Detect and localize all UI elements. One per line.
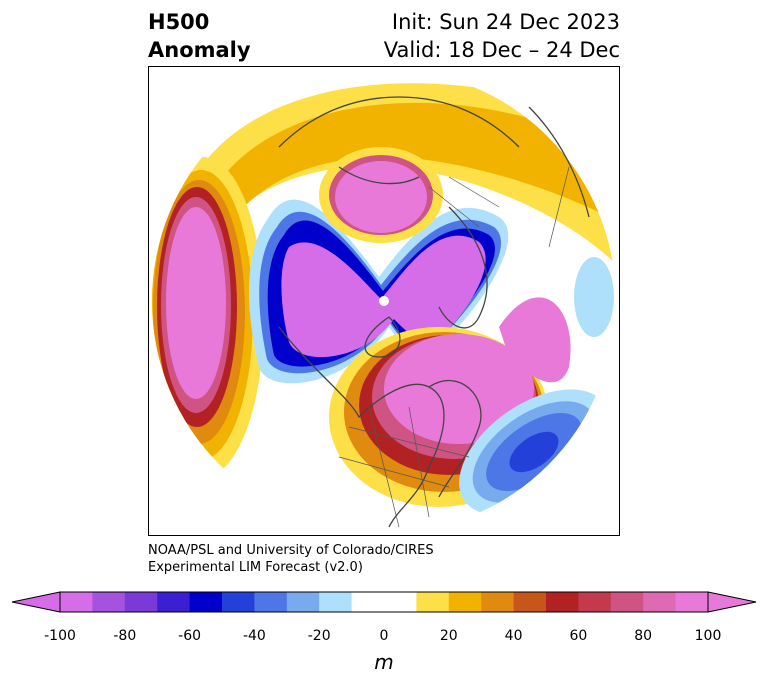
credit-line-1: NOAA/PSL and University of Colorado/CIRE…: [148, 543, 434, 558]
colorbar-tick-label: -20: [307, 628, 331, 644]
colorbar-tick-label: 20: [439, 628, 458, 644]
colorbar-segment: [448, 592, 482, 612]
colorbar-segment: [513, 592, 547, 612]
colorbar-segment: [189, 592, 223, 612]
colorbar-segments: [60, 592, 709, 612]
colorbar-segment: [124, 592, 158, 612]
colorbar: [11, 591, 757, 613]
title-right: Init: Sun 24 Dec 2023 Valid: 18 Dec – 24…: [384, 8, 620, 64]
colorbar-tick-label: 100: [694, 628, 722, 644]
colorbar-segment: [60, 592, 93, 612]
title-variable: H500: [148, 10, 210, 34]
colorbar-segment: [384, 592, 417, 612]
atl-neg-core: [509, 431, 559, 473]
colorbar-segment: [546, 592, 579, 612]
colorbar-extend-max: [707, 591, 757, 613]
colorbar-segment: [319, 592, 353, 612]
coastline-east: [528, 106, 590, 218]
colorbar-segment: [351, 592, 385, 612]
positive-band-north-inner: [209, 102, 609, 238]
title-field: Anomaly: [148, 38, 251, 62]
coastline-us-east: [428, 380, 482, 498]
colorbar-segment: [578, 592, 612, 612]
west-lobe-core: [166, 207, 226, 399]
credit: NOAA/PSL and University of Colorado/CIRE…: [148, 542, 434, 576]
colorbar-segment: [222, 592, 255, 612]
colorbar-segment: [157, 592, 191, 612]
colorbar-tick-label: 80: [634, 628, 653, 644]
coastline-north-america: [278, 326, 445, 528]
init-date: Init: Sun 24 Dec 2023: [391, 10, 620, 34]
colorbar-tick-label: -100: [44, 628, 76, 644]
na-lobe-core: [384, 334, 534, 444]
colorbar-tick-label: 0: [379, 628, 389, 644]
eurasia-borders: [428, 166, 570, 248]
anomaly-field: [152, 69, 616, 533]
coastlines: [278, 96, 590, 528]
valid-range: Valid: 18 Dec – 24 Dec: [383, 38, 620, 62]
colorbar-segment: [675, 592, 709, 612]
colorbar-segment: [254, 592, 288, 612]
colorbar-tick-label: -80: [113, 628, 137, 644]
coastline-europe: [438, 206, 488, 329]
colorbar-tick-label: -60: [178, 628, 202, 644]
colorbar-segment: [92, 592, 126, 612]
borders: [338, 166, 570, 528]
colorbar-segment: [286, 592, 320, 612]
atlantic-lobe: [499, 297, 571, 383]
colorbar-segment: [416, 592, 450, 612]
us-state-borders: [338, 406, 470, 528]
colorbar-ticks: -100 -80 -60 -40 -20 0 20 40 60 80 100: [0, 628, 768, 648]
arctic-positive-core: [335, 161, 427, 233]
colorbar-unit: m: [374, 650, 394, 674]
colorbar-tick-label: 60: [569, 628, 588, 644]
credit-line-2: Experimental LIM Forecast (v2.0): [148, 560, 363, 575]
colorbar-tick-label: -40: [242, 628, 266, 644]
coastline-asia: [278, 96, 520, 148]
colorbar-tick-label: 40: [504, 628, 523, 644]
colorbar-frame: [59, 591, 709, 613]
coastline-greenland: [364, 316, 401, 358]
colorbar-extend-min: [11, 591, 61, 613]
colorbar-segment: [610, 592, 644, 612]
coastline-siberia: [338, 166, 420, 185]
polar-map: [148, 66, 620, 536]
title-left: H500 Anomaly: [148, 8, 251, 64]
colorbar-segment: [481, 592, 515, 612]
north-pole-marker: [379, 296, 389, 306]
map-svg: [152, 69, 616, 533]
east-neg: [574, 257, 614, 337]
colorbar-segment: [643, 592, 677, 612]
